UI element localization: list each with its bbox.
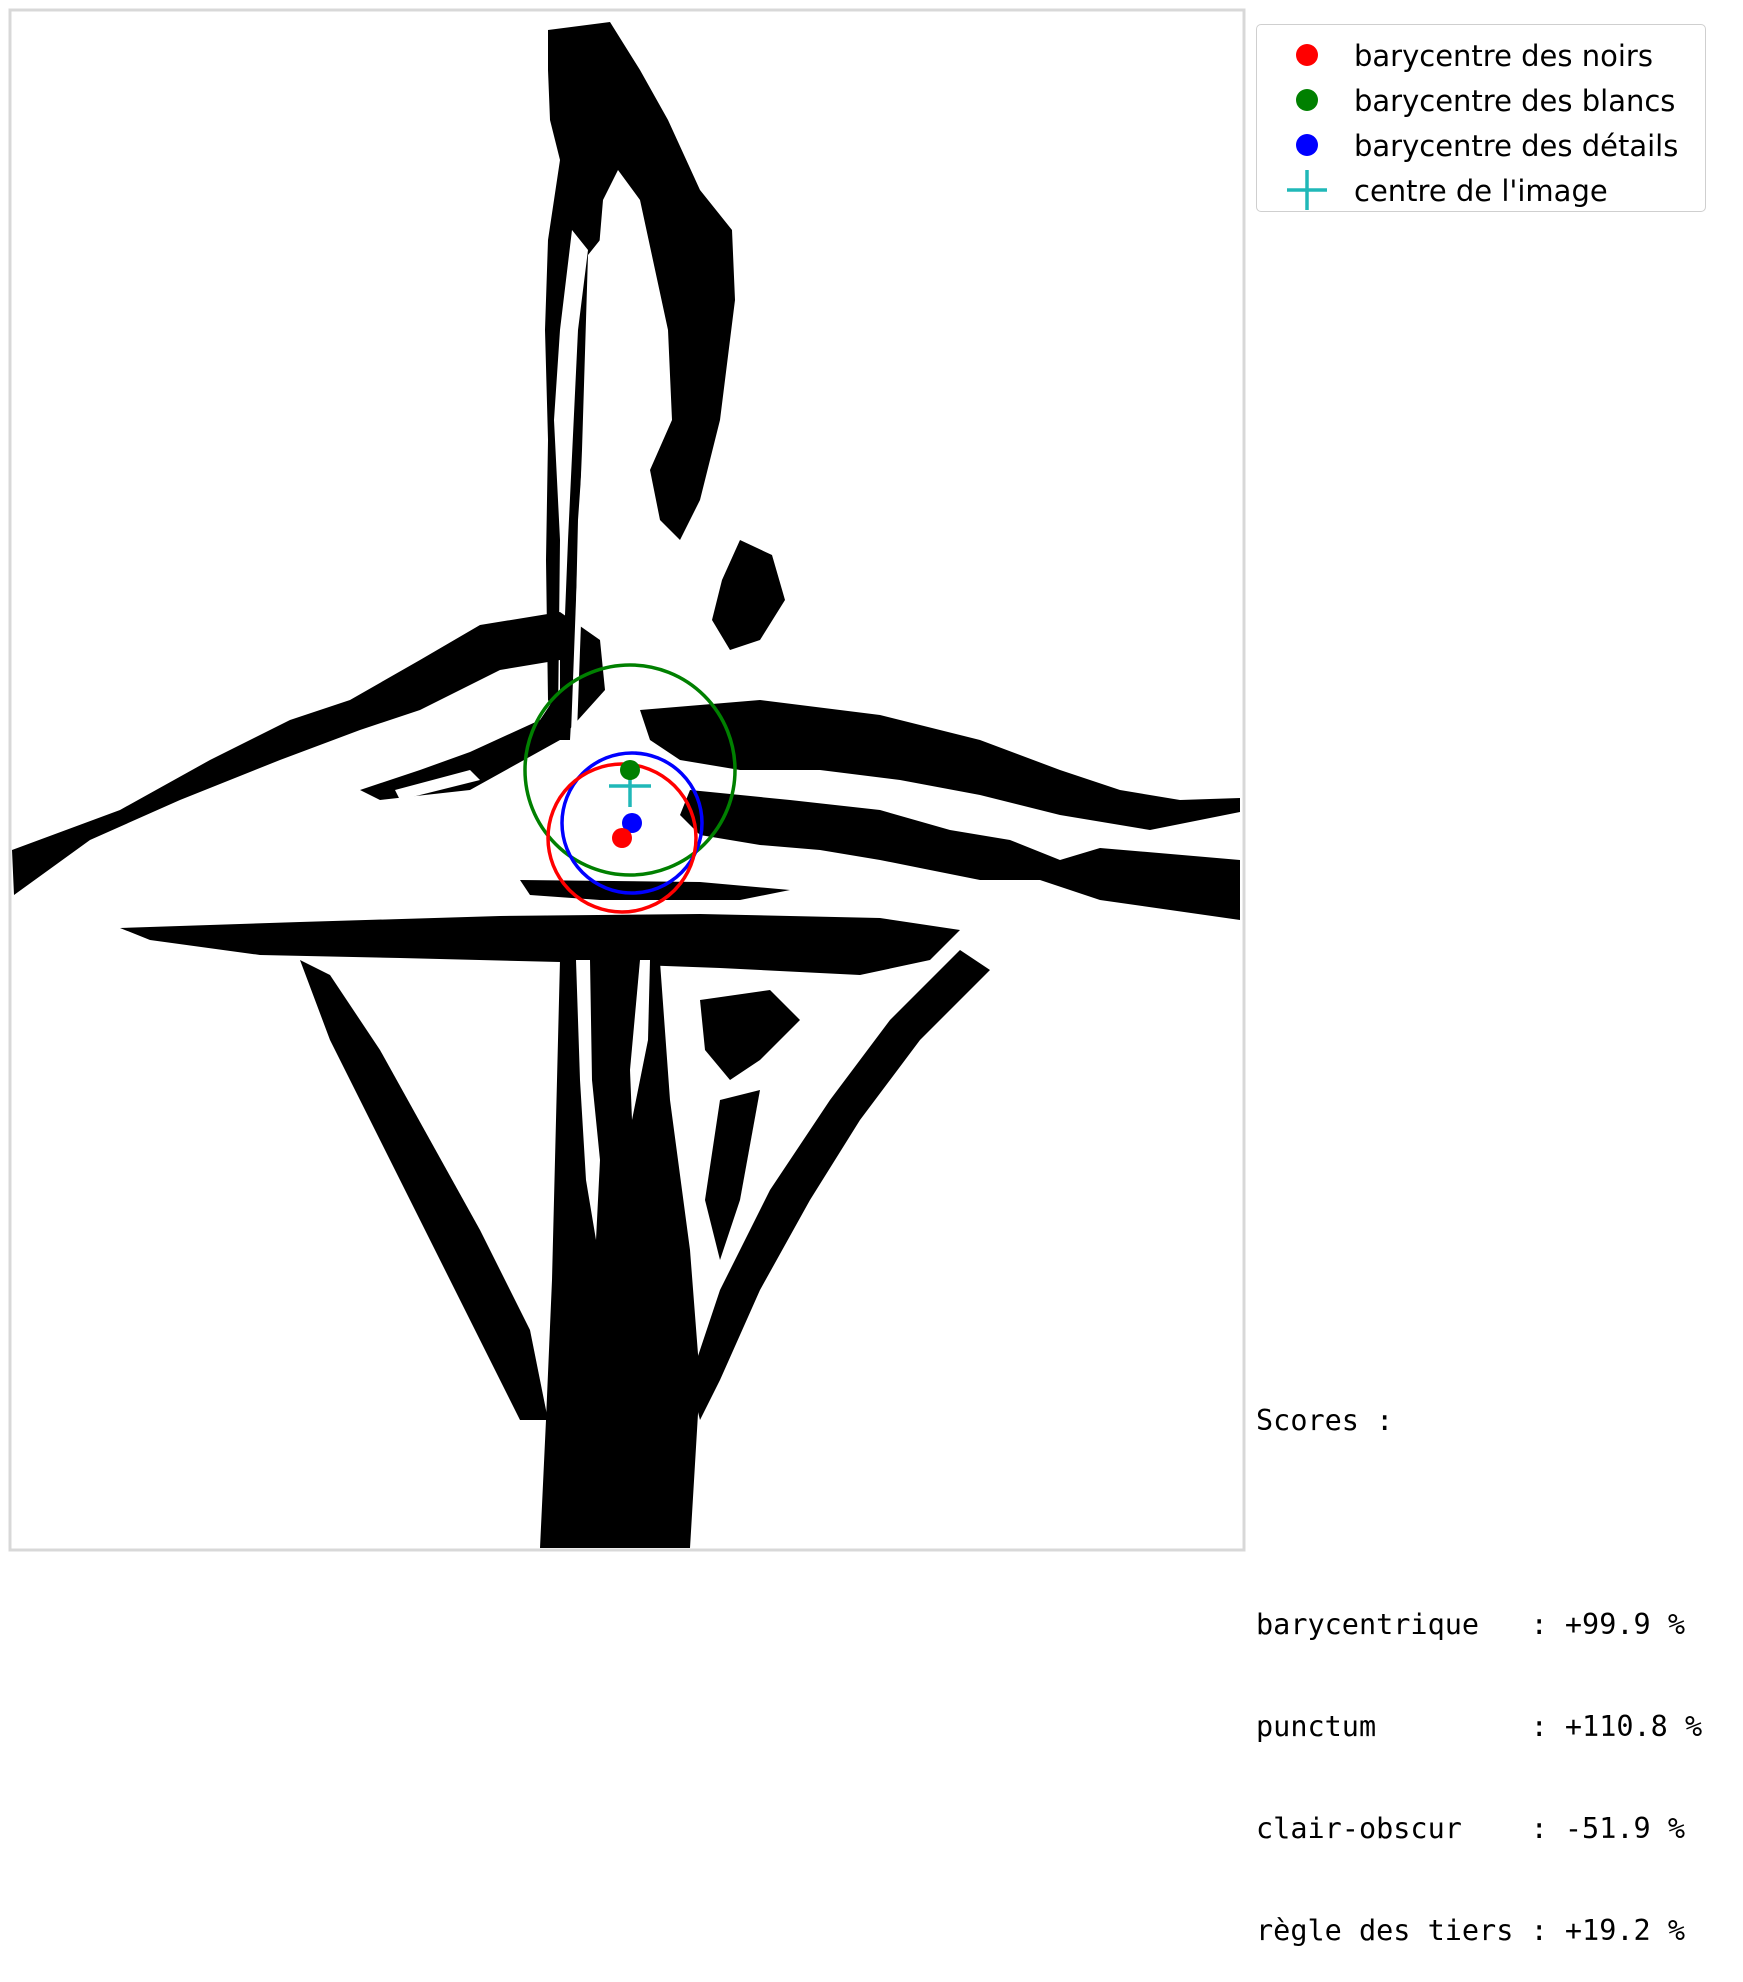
scores-panel: Scores : barycentrique : +99.9 % punctum… xyxy=(1256,1336,1736,1982)
score-value: : +99.9 % xyxy=(1530,1608,1685,1641)
white-barycentre-dot xyxy=(620,760,640,780)
black-barycentre-dot xyxy=(612,828,632,848)
blue-dot-icon xyxy=(1296,134,1318,156)
detail-barycentre-dot xyxy=(622,813,642,833)
white-barycentre-circle xyxy=(523,663,737,877)
legend: barycentre des noirs barycentre des blan… xyxy=(1256,24,1706,212)
score-row-regle-des-tiers: règle des tiers : +19.2 % xyxy=(1256,1914,1736,1948)
legend-label: barycentre des détails xyxy=(1354,129,1679,163)
scores-spacer xyxy=(1256,1506,1736,1540)
legend-label: barycentre des noirs xyxy=(1354,39,1653,73)
score-name: barycentrique xyxy=(1256,1608,1514,1641)
analysis-figure xyxy=(8,8,1246,1552)
score-value: : -51.9 % xyxy=(1530,1812,1685,1845)
plus-icon xyxy=(1287,170,1327,210)
score-row-clair-obscur: clair-obscur : -51.9 % xyxy=(1256,1812,1736,1846)
score-name: clair-obscur xyxy=(1256,1812,1514,1845)
score-row-punctum: punctum : +110.8 % xyxy=(1256,1710,1736,1744)
scores-title: Scores : xyxy=(1256,1404,1394,1437)
legend-label: barycentre des blancs xyxy=(1354,84,1676,118)
detail-barycentre-circle xyxy=(560,751,704,895)
ink-artwork xyxy=(12,22,1240,1548)
red-dot-icon xyxy=(1296,44,1318,66)
score-name: punctum xyxy=(1256,1710,1514,1743)
legend-item-detail-barycentre: barycentre des détails xyxy=(1257,125,1705,165)
legend-item-image-center: centre de l'image xyxy=(1257,170,1705,210)
legend-item-white-barycentre: barycentre des blancs xyxy=(1257,80,1705,120)
ink-highlights xyxy=(395,240,650,1240)
analysis-overlay xyxy=(523,663,737,914)
score-name: règle des tiers xyxy=(1256,1914,1514,1947)
score-row-barycentrique: barycentrique : +99.9 % xyxy=(1256,1608,1736,1642)
legend-item-black-barycentre: barycentre des noirs xyxy=(1257,35,1705,75)
green-dot-icon xyxy=(1296,89,1318,111)
score-value: : +110.8 % xyxy=(1530,1710,1703,1743)
legend-label: centre de l'image xyxy=(1354,174,1608,208)
score-value: : +19.2 % xyxy=(1530,1914,1685,1947)
